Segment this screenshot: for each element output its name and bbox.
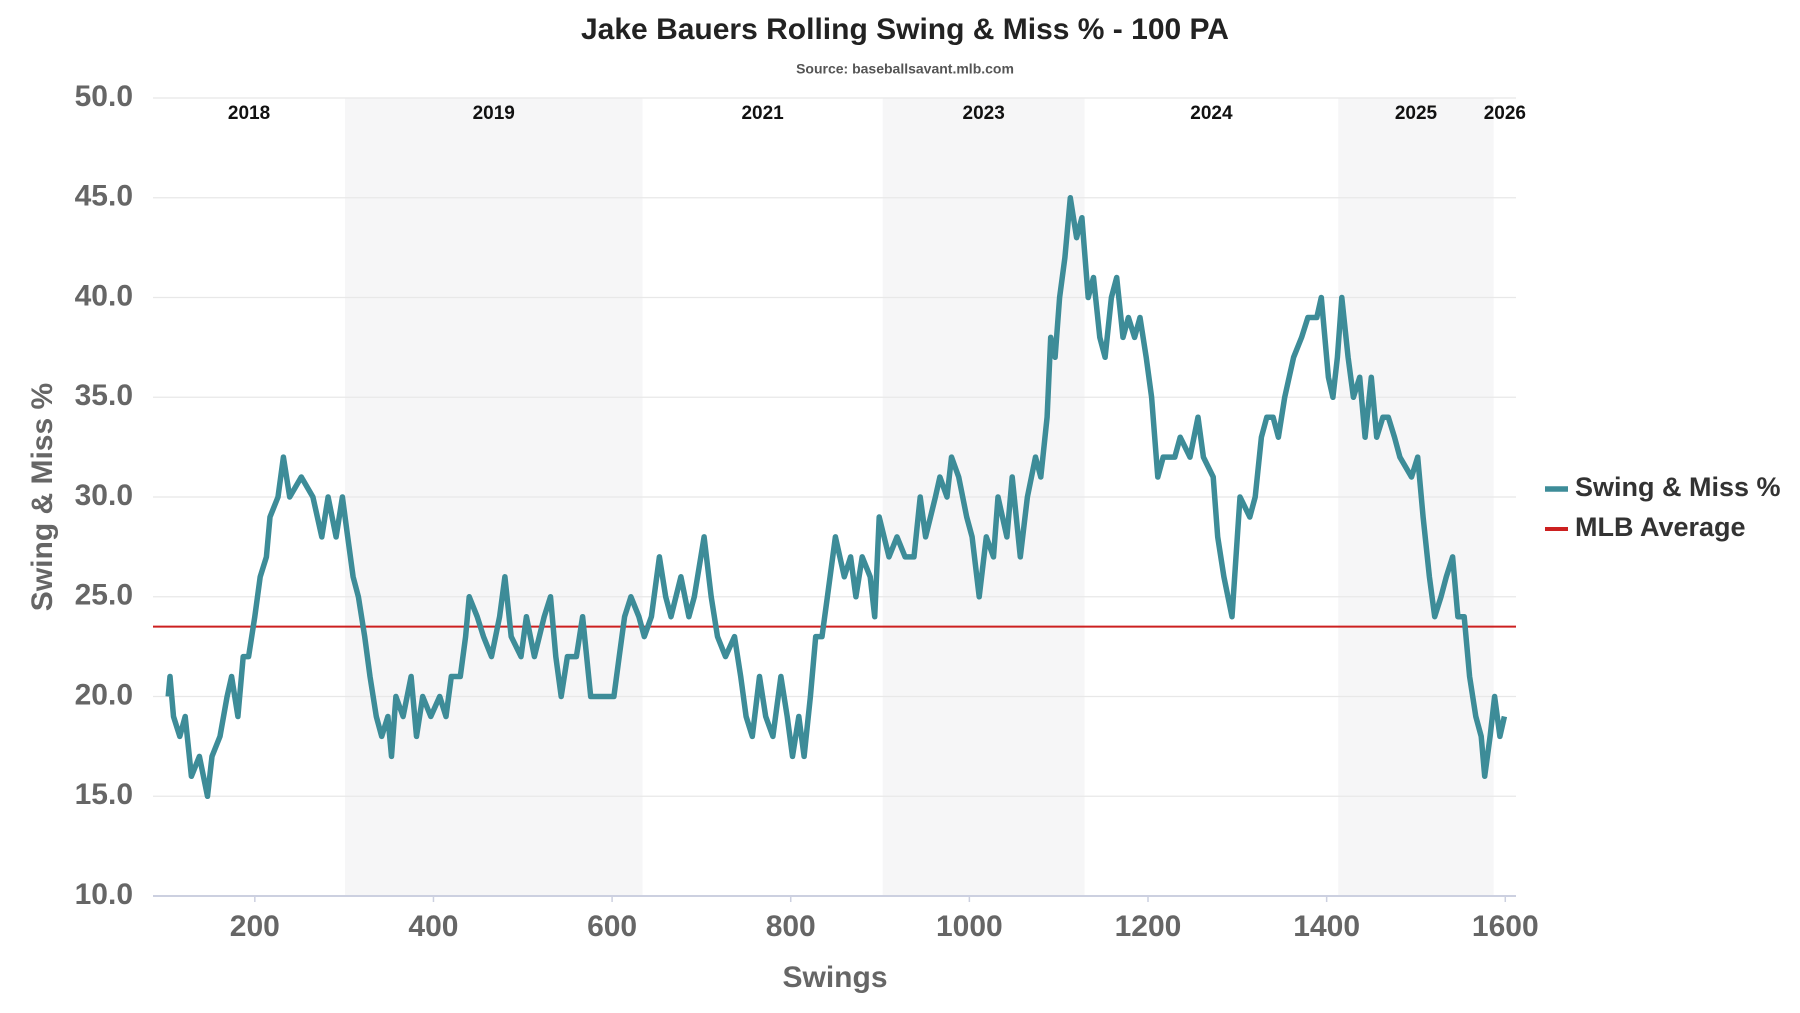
x-tick-label: 600: [587, 910, 637, 943]
chart-subtitle: Source: baseballsavant.mlb.com: [796, 61, 1014, 77]
legend-label: Swing & Miss %: [1575, 472, 1781, 502]
y-tick-label: 50.0: [75, 80, 133, 113]
y-tick-label: 45.0: [75, 180, 133, 213]
series-line: [165, 195, 1508, 800]
year-label: 2026: [1484, 103, 1526, 124]
x-tick-label: 800: [766, 910, 816, 943]
year-label: 2024: [1190, 103, 1233, 124]
x-tick-label: 1200: [1115, 910, 1182, 943]
year-label: 2018: [228, 103, 270, 124]
x-tick-label: 1600: [1472, 910, 1539, 943]
y-tick-label: 25.0: [75, 579, 133, 612]
x-tick-label: 200: [230, 910, 280, 943]
year-label: 2019: [473, 103, 515, 124]
y-tick-label: 20.0: [75, 678, 133, 711]
y-tick-label: 40.0: [75, 279, 133, 312]
x-tick-label: 400: [408, 910, 458, 943]
x-axis-label: Swings: [782, 961, 887, 994]
y-tick-label: 10.0: [75, 878, 133, 911]
year-label: 2023: [963, 103, 1005, 124]
year-label: 2025: [1395, 103, 1438, 124]
x-tick-label: 1000: [936, 910, 1003, 943]
year-label: 2021: [741, 103, 784, 124]
chart-title: Jake Bauers Rolling Swing & Miss % - 100…: [581, 13, 1229, 46]
y-tick-label: 30.0: [75, 479, 133, 512]
legend-label: MLB Average: [1575, 512, 1746, 542]
y-tick-label: 15.0: [75, 778, 133, 811]
y-tick-label: 35.0: [75, 379, 133, 412]
x-tick-label: 1400: [1293, 910, 1360, 943]
y-axis-label: Swing & Miss %: [26, 383, 59, 611]
